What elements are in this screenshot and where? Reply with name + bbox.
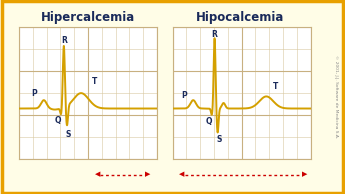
Text: S: S: [216, 135, 222, 144]
Text: P: P: [31, 89, 37, 98]
Text: Hipercalcemia: Hipercalcemia: [41, 11, 135, 24]
Text: Hipocalcemia: Hipocalcemia: [196, 11, 284, 24]
Text: ▶: ▶: [145, 172, 150, 178]
Text: T: T: [92, 76, 98, 86]
Text: © 2001, J.J. Software de Medicina S.A.: © 2001, J.J. Software de Medicina S.A.: [334, 55, 338, 139]
Text: Q: Q: [206, 117, 212, 126]
Text: T: T: [273, 82, 279, 91]
Text: ◀: ◀: [95, 172, 100, 178]
Text: ▶: ▶: [302, 172, 307, 178]
Text: ◀: ◀: [179, 172, 185, 178]
Text: S: S: [65, 130, 71, 139]
Text: Q: Q: [55, 116, 61, 125]
Text: R: R: [211, 30, 218, 39]
Text: P: P: [181, 91, 187, 100]
Text: R: R: [61, 36, 67, 45]
